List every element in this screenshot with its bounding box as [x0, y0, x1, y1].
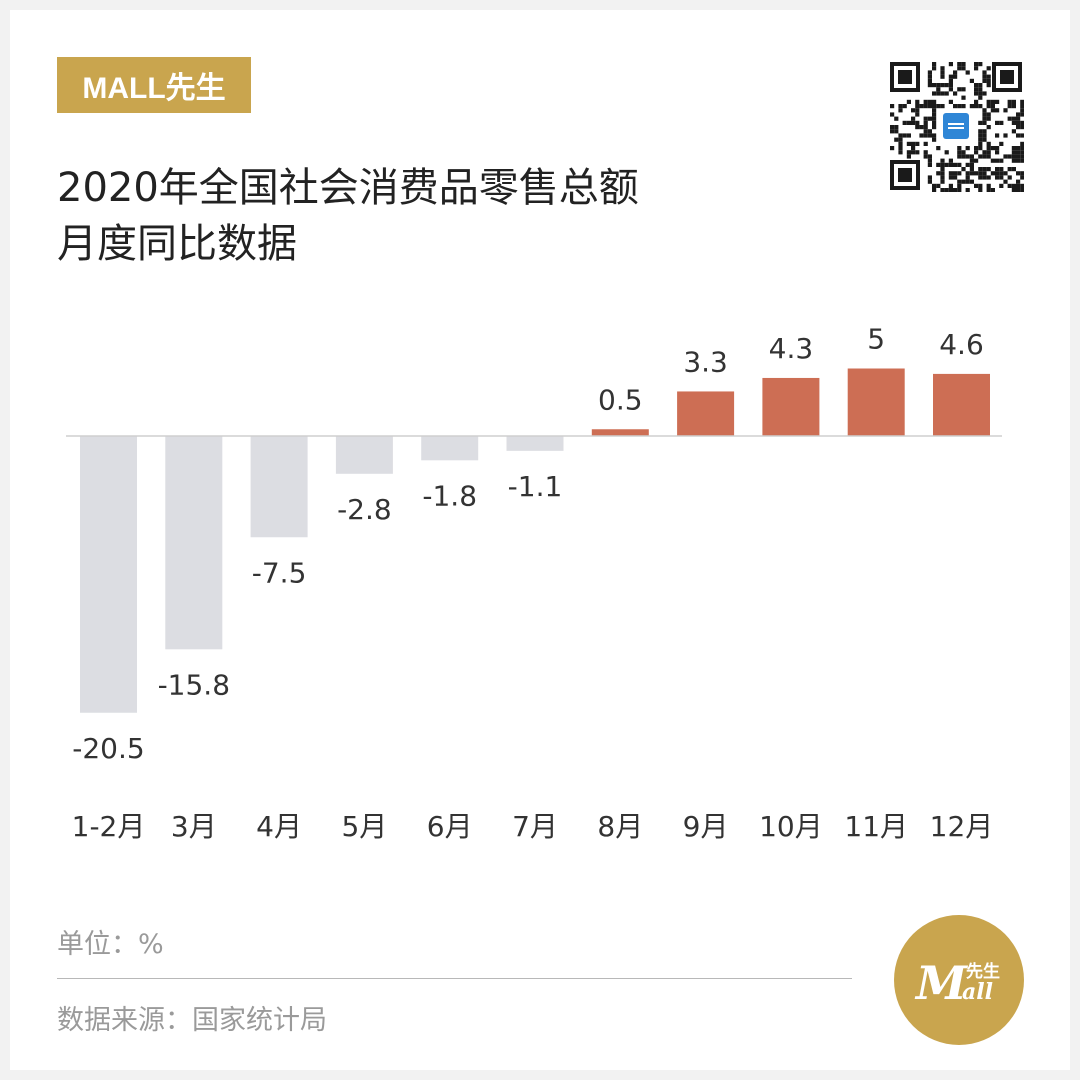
value-label-8月: 0.5	[598, 383, 643, 416]
bar-chart: -20.5-15.8-7.5-2.8 -1.8 -1.10.53.3 4.3 5 4.6 …	[66, 323, 1002, 843]
category-label-10月: 10月	[759, 810, 823, 843]
category-label-11月: 11月	[844, 810, 908, 843]
bar-4月	[250, 436, 308, 538]
value-label-9月: 3.3	[683, 345, 728, 378]
brand-tag-label: MALL先生	[82, 72, 226, 105]
value-label-4月: -7.5	[252, 556, 307, 589]
category-label-7月: 7月	[512, 810, 558, 843]
chart-title: 2020年全国社会消费品零售总额 月度同比数据	[57, 160, 817, 272]
value-label-6月: -1.8	[422, 479, 477, 512]
logo-small-text: 先生	[966, 961, 1000, 982]
bar-5月	[335, 436, 393, 474]
category-label-12月: 12月	[930, 810, 994, 843]
value-label-11月: 5	[867, 323, 885, 356]
bar-9月	[677, 391, 735, 436]
bar-10月	[762, 377, 820, 436]
category-label-8月: 8月	[597, 810, 643, 843]
value-label-3月: -15.8	[158, 668, 230, 701]
category-label-3月: 3月	[171, 810, 217, 843]
category-label-5月: 5月	[341, 810, 387, 843]
value-label-12月: 4.6	[939, 328, 984, 361]
bar-7月	[506, 436, 564, 451]
bar-12月	[933, 373, 990, 436]
bar-6月	[421, 436, 479, 461]
value-label-7月: -1.1	[508, 470, 563, 503]
title-line-1: 2020年全国社会消费品零售总额	[57, 165, 639, 211]
bar-1-2月	[80, 436, 137, 713]
bar-11月	[847, 368, 905, 436]
value-label-5月: -2.8	[337, 493, 392, 526]
value-label-10月: 4.3	[769, 332, 814, 365]
logo-tail-text: all	[962, 979, 993, 1005]
footer-divider	[57, 978, 852, 979]
bar-8月	[591, 429, 649, 436]
unit-note: 单位：%	[57, 929, 164, 960]
category-label-6月: 6月	[427, 810, 473, 843]
title-line-2: 月度同比数据	[57, 221, 297, 267]
qr-code-icon	[890, 62, 1024, 192]
value-label-1-2月: -20.5	[72, 732, 144, 765]
category-label-4月: 4月	[256, 810, 302, 843]
category-label-9月: 9月	[683, 810, 729, 843]
category-label-1-2月: 1-2月	[72, 810, 146, 843]
mall-logo-icon: M 先生 all	[894, 915, 1024, 1045]
logo-script-text: M	[914, 956, 969, 1010]
brand-tag: MALL先生	[57, 57, 251, 113]
source-note: 数据来源：国家统计局	[57, 1005, 327, 1036]
bar-3月	[165, 436, 223, 650]
